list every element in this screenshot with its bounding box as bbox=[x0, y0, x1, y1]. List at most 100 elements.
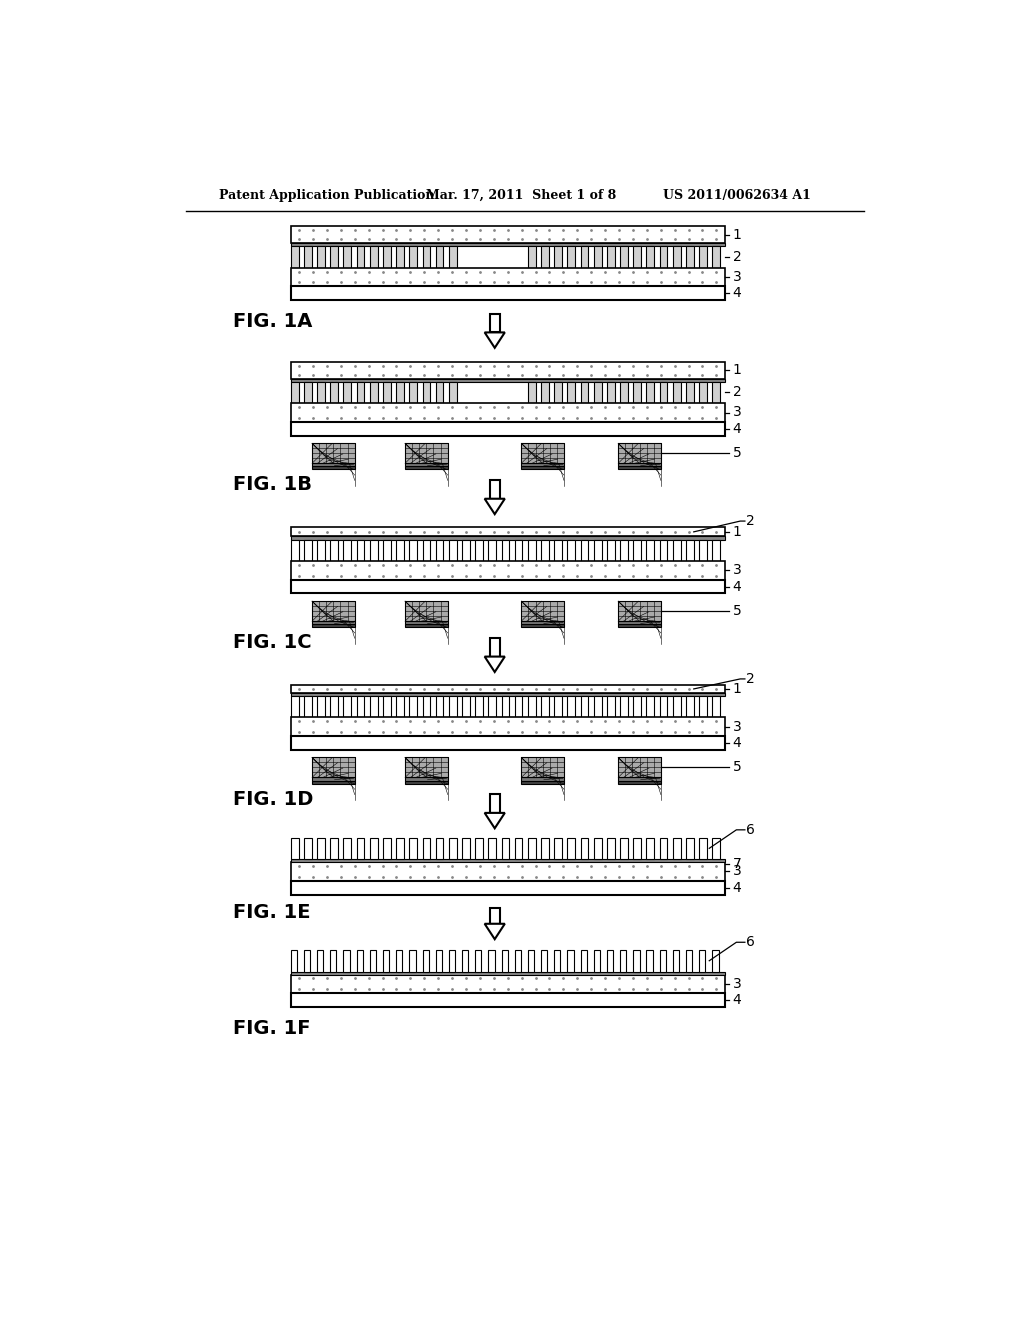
Bar bbox=[406, 780, 447, 784]
Bar bbox=[646, 950, 652, 972]
Bar bbox=[618, 780, 660, 784]
Bar bbox=[410, 381, 417, 404]
Bar bbox=[594, 838, 601, 859]
Bar bbox=[356, 696, 365, 718]
Text: 6: 6 bbox=[746, 936, 756, 949]
Bar bbox=[528, 950, 535, 972]
Bar bbox=[699, 838, 707, 859]
Bar bbox=[435, 696, 443, 718]
Text: 1: 1 bbox=[732, 525, 741, 539]
Bar bbox=[291, 381, 299, 404]
Bar bbox=[713, 838, 720, 859]
Bar bbox=[528, 540, 536, 561]
Bar bbox=[356, 950, 362, 972]
Bar bbox=[554, 381, 562, 404]
Bar bbox=[554, 838, 562, 859]
Bar bbox=[521, 601, 564, 622]
Bar bbox=[686, 246, 693, 268]
Bar bbox=[618, 777, 660, 780]
Text: 2: 2 bbox=[746, 513, 756, 528]
Bar bbox=[331, 381, 338, 404]
Bar bbox=[304, 838, 311, 859]
Bar bbox=[356, 381, 365, 404]
Bar bbox=[370, 246, 378, 268]
Bar bbox=[343, 540, 351, 561]
Bar bbox=[488, 838, 496, 859]
Bar bbox=[423, 696, 430, 718]
Bar bbox=[370, 381, 378, 404]
Bar bbox=[370, 950, 376, 972]
Bar bbox=[291, 993, 725, 1007]
Bar bbox=[594, 381, 601, 404]
Bar bbox=[618, 624, 660, 627]
Bar bbox=[406, 758, 447, 777]
Bar bbox=[343, 696, 351, 718]
Bar bbox=[410, 540, 417, 561]
Bar bbox=[291, 243, 725, 246]
Bar bbox=[633, 381, 641, 404]
Text: FIG. 1C: FIG. 1C bbox=[232, 634, 311, 652]
Bar bbox=[521, 466, 564, 470]
Bar bbox=[435, 246, 443, 268]
Bar bbox=[607, 950, 613, 972]
Bar bbox=[291, 422, 725, 436]
Bar bbox=[646, 381, 654, 404]
Bar bbox=[475, 838, 483, 859]
Bar bbox=[343, 838, 351, 859]
Bar bbox=[475, 950, 481, 972]
Text: 2: 2 bbox=[732, 385, 741, 400]
Bar bbox=[502, 696, 509, 718]
Bar bbox=[621, 696, 628, 718]
Bar bbox=[383, 950, 389, 972]
Bar bbox=[410, 696, 417, 718]
Bar bbox=[554, 950, 560, 972]
Bar bbox=[291, 268, 725, 286]
Bar bbox=[312, 622, 354, 624]
Bar bbox=[594, 540, 601, 561]
Text: 2: 2 bbox=[732, 249, 741, 264]
Bar bbox=[304, 696, 311, 718]
Bar bbox=[581, 950, 587, 972]
Bar bbox=[449, 950, 455, 972]
Bar bbox=[646, 540, 654, 561]
Text: 1: 1 bbox=[732, 682, 741, 696]
Bar bbox=[618, 444, 660, 463]
Bar bbox=[567, 696, 575, 718]
Bar bbox=[541, 838, 549, 859]
Bar bbox=[406, 466, 447, 470]
Bar bbox=[621, 540, 628, 561]
Text: 1: 1 bbox=[732, 363, 741, 378]
Bar bbox=[370, 696, 378, 718]
Bar bbox=[370, 540, 378, 561]
Bar bbox=[396, 381, 403, 404]
Bar bbox=[291, 536, 725, 540]
Bar bbox=[312, 777, 354, 780]
Text: FIG. 1D: FIG. 1D bbox=[232, 789, 313, 809]
Bar bbox=[291, 718, 725, 737]
Bar bbox=[581, 246, 589, 268]
Text: 5: 5 bbox=[732, 605, 741, 618]
Bar bbox=[331, 246, 338, 268]
Bar bbox=[317, 950, 324, 972]
Bar bbox=[515, 950, 521, 972]
Bar bbox=[567, 540, 575, 561]
Bar bbox=[659, 540, 668, 561]
Bar bbox=[449, 381, 457, 404]
Bar bbox=[383, 696, 391, 718]
Text: 4: 4 bbox=[732, 421, 741, 436]
Bar bbox=[406, 624, 447, 627]
Bar bbox=[607, 246, 614, 268]
Text: 6: 6 bbox=[746, 822, 756, 837]
Bar bbox=[713, 381, 720, 404]
Bar bbox=[521, 624, 564, 627]
Text: 5: 5 bbox=[732, 446, 741, 461]
Bar bbox=[489, 480, 500, 499]
Text: FIG. 1F: FIG. 1F bbox=[232, 1019, 310, 1038]
Bar bbox=[435, 381, 443, 404]
Text: 4: 4 bbox=[732, 735, 741, 750]
Polygon shape bbox=[484, 656, 505, 672]
Bar bbox=[699, 540, 707, 561]
Bar bbox=[356, 540, 365, 561]
Bar bbox=[515, 838, 522, 859]
Bar bbox=[713, 540, 720, 561]
